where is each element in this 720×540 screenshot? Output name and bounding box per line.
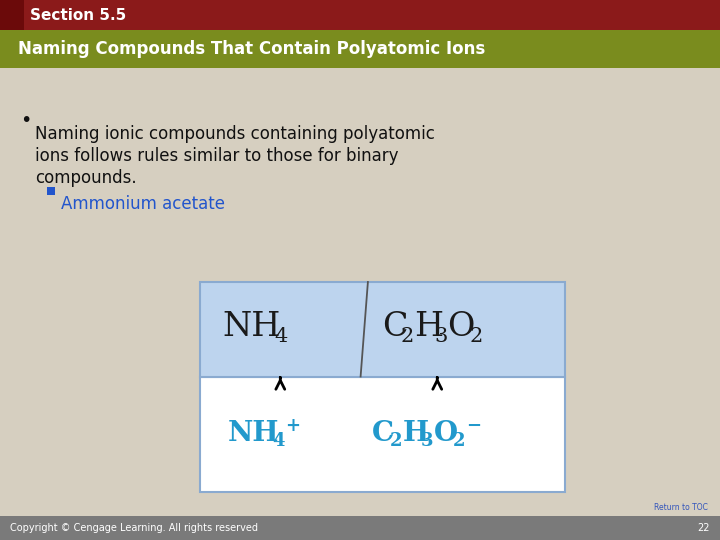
Text: 2: 2 (390, 433, 402, 450)
Text: Naming Compounds That Contain Polyatomic Ions: Naming Compounds That Contain Polyatomic… (18, 40, 485, 58)
Text: 2: 2 (453, 433, 465, 450)
Text: +: + (285, 417, 300, 435)
Text: compounds.: compounds. (35, 169, 137, 187)
Text: Copyright © Cengage Learning. All rights reserved: Copyright © Cengage Learning. All rights… (10, 523, 258, 533)
Bar (0, 516, 720, 540)
Text: H: H (402, 420, 428, 447)
Text: Return to TOC: Return to TOC (654, 503, 708, 512)
Text: ions follows rules similar to those for binary: ions follows rules similar to those for … (35, 147, 398, 165)
Bar (200, 282, 565, 376)
Text: 4: 4 (274, 327, 287, 346)
Text: 4: 4 (272, 433, 284, 450)
Text: 22: 22 (698, 523, 710, 533)
Text: −: − (467, 417, 482, 435)
Bar (47, 187, 55, 195)
Text: Section 5.5: Section 5.5 (30, 8, 126, 23)
Text: 2: 2 (400, 327, 414, 346)
Text: C: C (382, 311, 408, 343)
Text: C: C (372, 420, 394, 447)
Text: Ammonium acetate: Ammonium acetate (61, 195, 225, 213)
Text: •: • (20, 111, 32, 130)
Bar (200, 376, 565, 492)
Text: Naming ionic compounds containing polyatomic: Naming ionic compounds containing polyat… (35, 125, 435, 143)
Text: NH: NH (228, 420, 279, 447)
Text: NH: NH (222, 311, 280, 343)
Bar (0, 30, 720, 68)
Text: 2: 2 (469, 327, 482, 346)
Bar (0, 0, 24, 30)
Text: 3: 3 (434, 327, 448, 346)
Text: O: O (448, 311, 475, 343)
Text: O: O (433, 420, 458, 447)
Text: H: H (415, 311, 444, 343)
Bar (0, 0, 720, 30)
Text: 3: 3 (420, 433, 433, 450)
